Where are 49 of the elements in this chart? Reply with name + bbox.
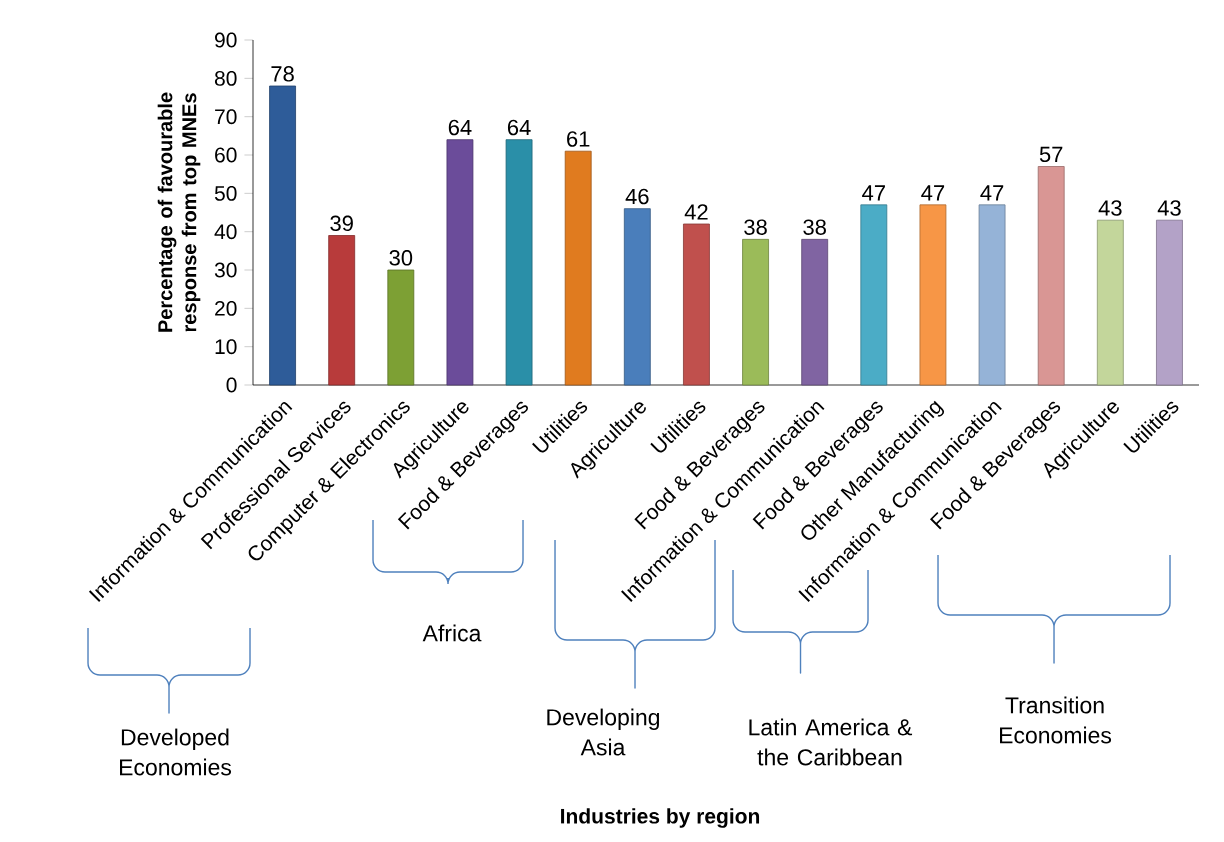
text: Developed Economies [120,728,232,776]
text: Industries by region [561,808,760,828]
data-label: 47 [980,185,1004,201]
bar [623,208,651,386]
y-tick-label: 80 [214,70,237,86]
bar [683,223,710,386]
data-label: 43 [1157,200,1181,216]
bar [328,235,356,386]
data-label: 42 [684,204,708,220]
text: Developing Asia [547,708,660,756]
data-label: 39 [330,215,353,232]
y-axis-title: Percentage of favourable response from top MNEs [157,92,201,332]
text: Transition Economies [1000,696,1112,744]
bar [860,204,888,386]
y-tick-label: 90 [215,32,237,48]
bar [564,150,592,386]
data-label: 57 [1039,146,1063,163]
bar [1096,219,1124,386]
bar [387,269,415,386]
bar [742,238,769,386]
data-label: 47 [921,185,945,201]
bar [505,139,533,386]
bar [1156,219,1183,386]
data-label: 38 [803,219,826,235]
bar [1037,166,1065,386]
data-label: 46 [625,188,649,205]
y-tick-label: 60 [215,147,237,163]
y-tick-label: 0 [226,377,237,393]
bar [978,204,1006,386]
data-label: 78 [271,66,294,82]
y-tick-label: 50 [214,185,237,201]
bar [269,85,296,386]
data-label: 61 [567,131,590,147]
y-tick-label: 10 [215,339,237,355]
data-label: 30 [389,250,413,266]
y-tick-label: 20 [215,300,237,316]
data-label: 38 [744,219,767,235]
data-label: 47 [862,185,885,201]
bar [446,139,474,386]
y-tick-label: 30 [214,262,237,278]
text: Latin America & the Caribbean [749,718,913,766]
y-tick-label: 70 [215,109,237,125]
data-label: 43 [1098,200,1122,216]
bar [801,238,829,386]
data-label: 64 [507,119,531,136]
y-tick-label: 40 [214,224,237,240]
bar [919,204,947,386]
text: Africa [422,624,482,642]
data-label: 64 [448,119,472,136]
